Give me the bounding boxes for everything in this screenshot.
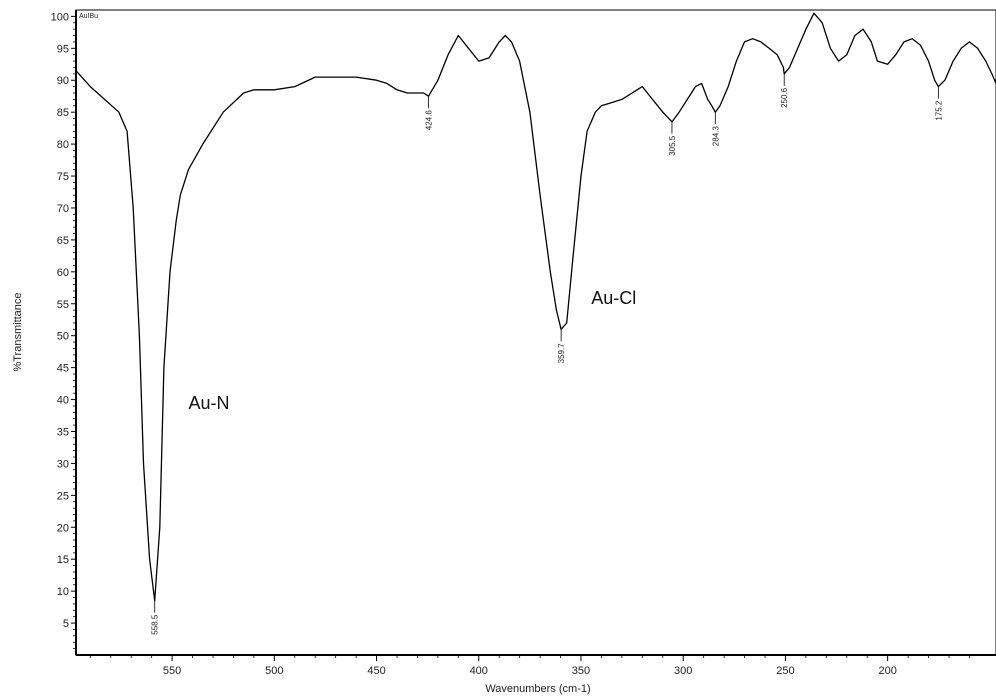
peak-label: 424.6 bbox=[424, 110, 433, 131]
y-tick-label: 85 bbox=[57, 107, 69, 119]
y-tick-label: 25 bbox=[57, 490, 69, 502]
y-tick-label: 90 bbox=[57, 75, 69, 87]
x-tick-label: 200 bbox=[878, 665, 896, 677]
x-tick-label: 450 bbox=[367, 665, 385, 677]
y-tick-label: 60 bbox=[57, 267, 69, 279]
y-tick-label: 100 bbox=[51, 11, 69, 23]
y-tick-label: 75 bbox=[57, 171, 69, 183]
y-tick-label: 15 bbox=[57, 554, 69, 566]
peak-label: 305.5 bbox=[668, 135, 677, 156]
peak-label: 250.6 bbox=[780, 87, 789, 108]
y-tick-label: 70 bbox=[57, 203, 69, 215]
y-tick-label: 10 bbox=[57, 586, 69, 598]
x-tick-label: 350 bbox=[572, 665, 590, 677]
sample-label: AuIBu bbox=[79, 13, 98, 20]
y-tick-label: 30 bbox=[57, 458, 69, 470]
y-axis-ticks: 5 10 15 20 25 30 35 40 45 50 55 60 65 70 75 80 85 90 95 100 bbox=[51, 11, 76, 650]
plot-area-frame bbox=[75, 9, 996, 656]
y-tick-label: 65 bbox=[57, 235, 69, 247]
x-tick-label: 500 bbox=[265, 665, 283, 677]
y-tick-label: 35 bbox=[57, 426, 69, 438]
x-tick-label: 400 bbox=[470, 665, 488, 677]
y-tick-label: 80 bbox=[57, 139, 69, 151]
x-tick-label: 250 bbox=[776, 665, 794, 677]
band-label: Au-N bbox=[188, 393, 229, 413]
x-axis-ticks: 550 500 450 400 350 300 250 200 bbox=[89, 655, 970, 677]
y-tick-label: 20 bbox=[57, 522, 69, 534]
band-label: Au-Cl bbox=[591, 288, 636, 308]
spectrum-series-line bbox=[75, 12, 996, 602]
y-tick-label: 50 bbox=[57, 331, 69, 343]
y-tick-label: 45 bbox=[57, 363, 69, 375]
peak-markers: 558.5 424.6 359.7 305.5 284.3 250.6 175.2 bbox=[151, 73, 943, 635]
y-axis-title: %Transmittance bbox=[12, 292, 24, 371]
peak-label: 359.7 bbox=[557, 343, 566, 364]
x-tick-label: 300 bbox=[674, 665, 692, 677]
band-annotations: Au-N Au-Cl bbox=[188, 288, 636, 413]
y-tick-label: 40 bbox=[57, 395, 69, 407]
y-tick-label: 95 bbox=[57, 43, 69, 55]
x-tick-label: 550 bbox=[163, 665, 181, 677]
x-axis-title: Wavenumbers (cm-1) bbox=[485, 683, 590, 695]
y-tick-label: 55 bbox=[57, 299, 69, 311]
y-tick-label: 5 bbox=[63, 618, 69, 630]
peak-label: 558.5 bbox=[151, 614, 160, 635]
peak-label: 175.2 bbox=[934, 100, 943, 121]
peak-label: 284.3 bbox=[711, 126, 720, 147]
